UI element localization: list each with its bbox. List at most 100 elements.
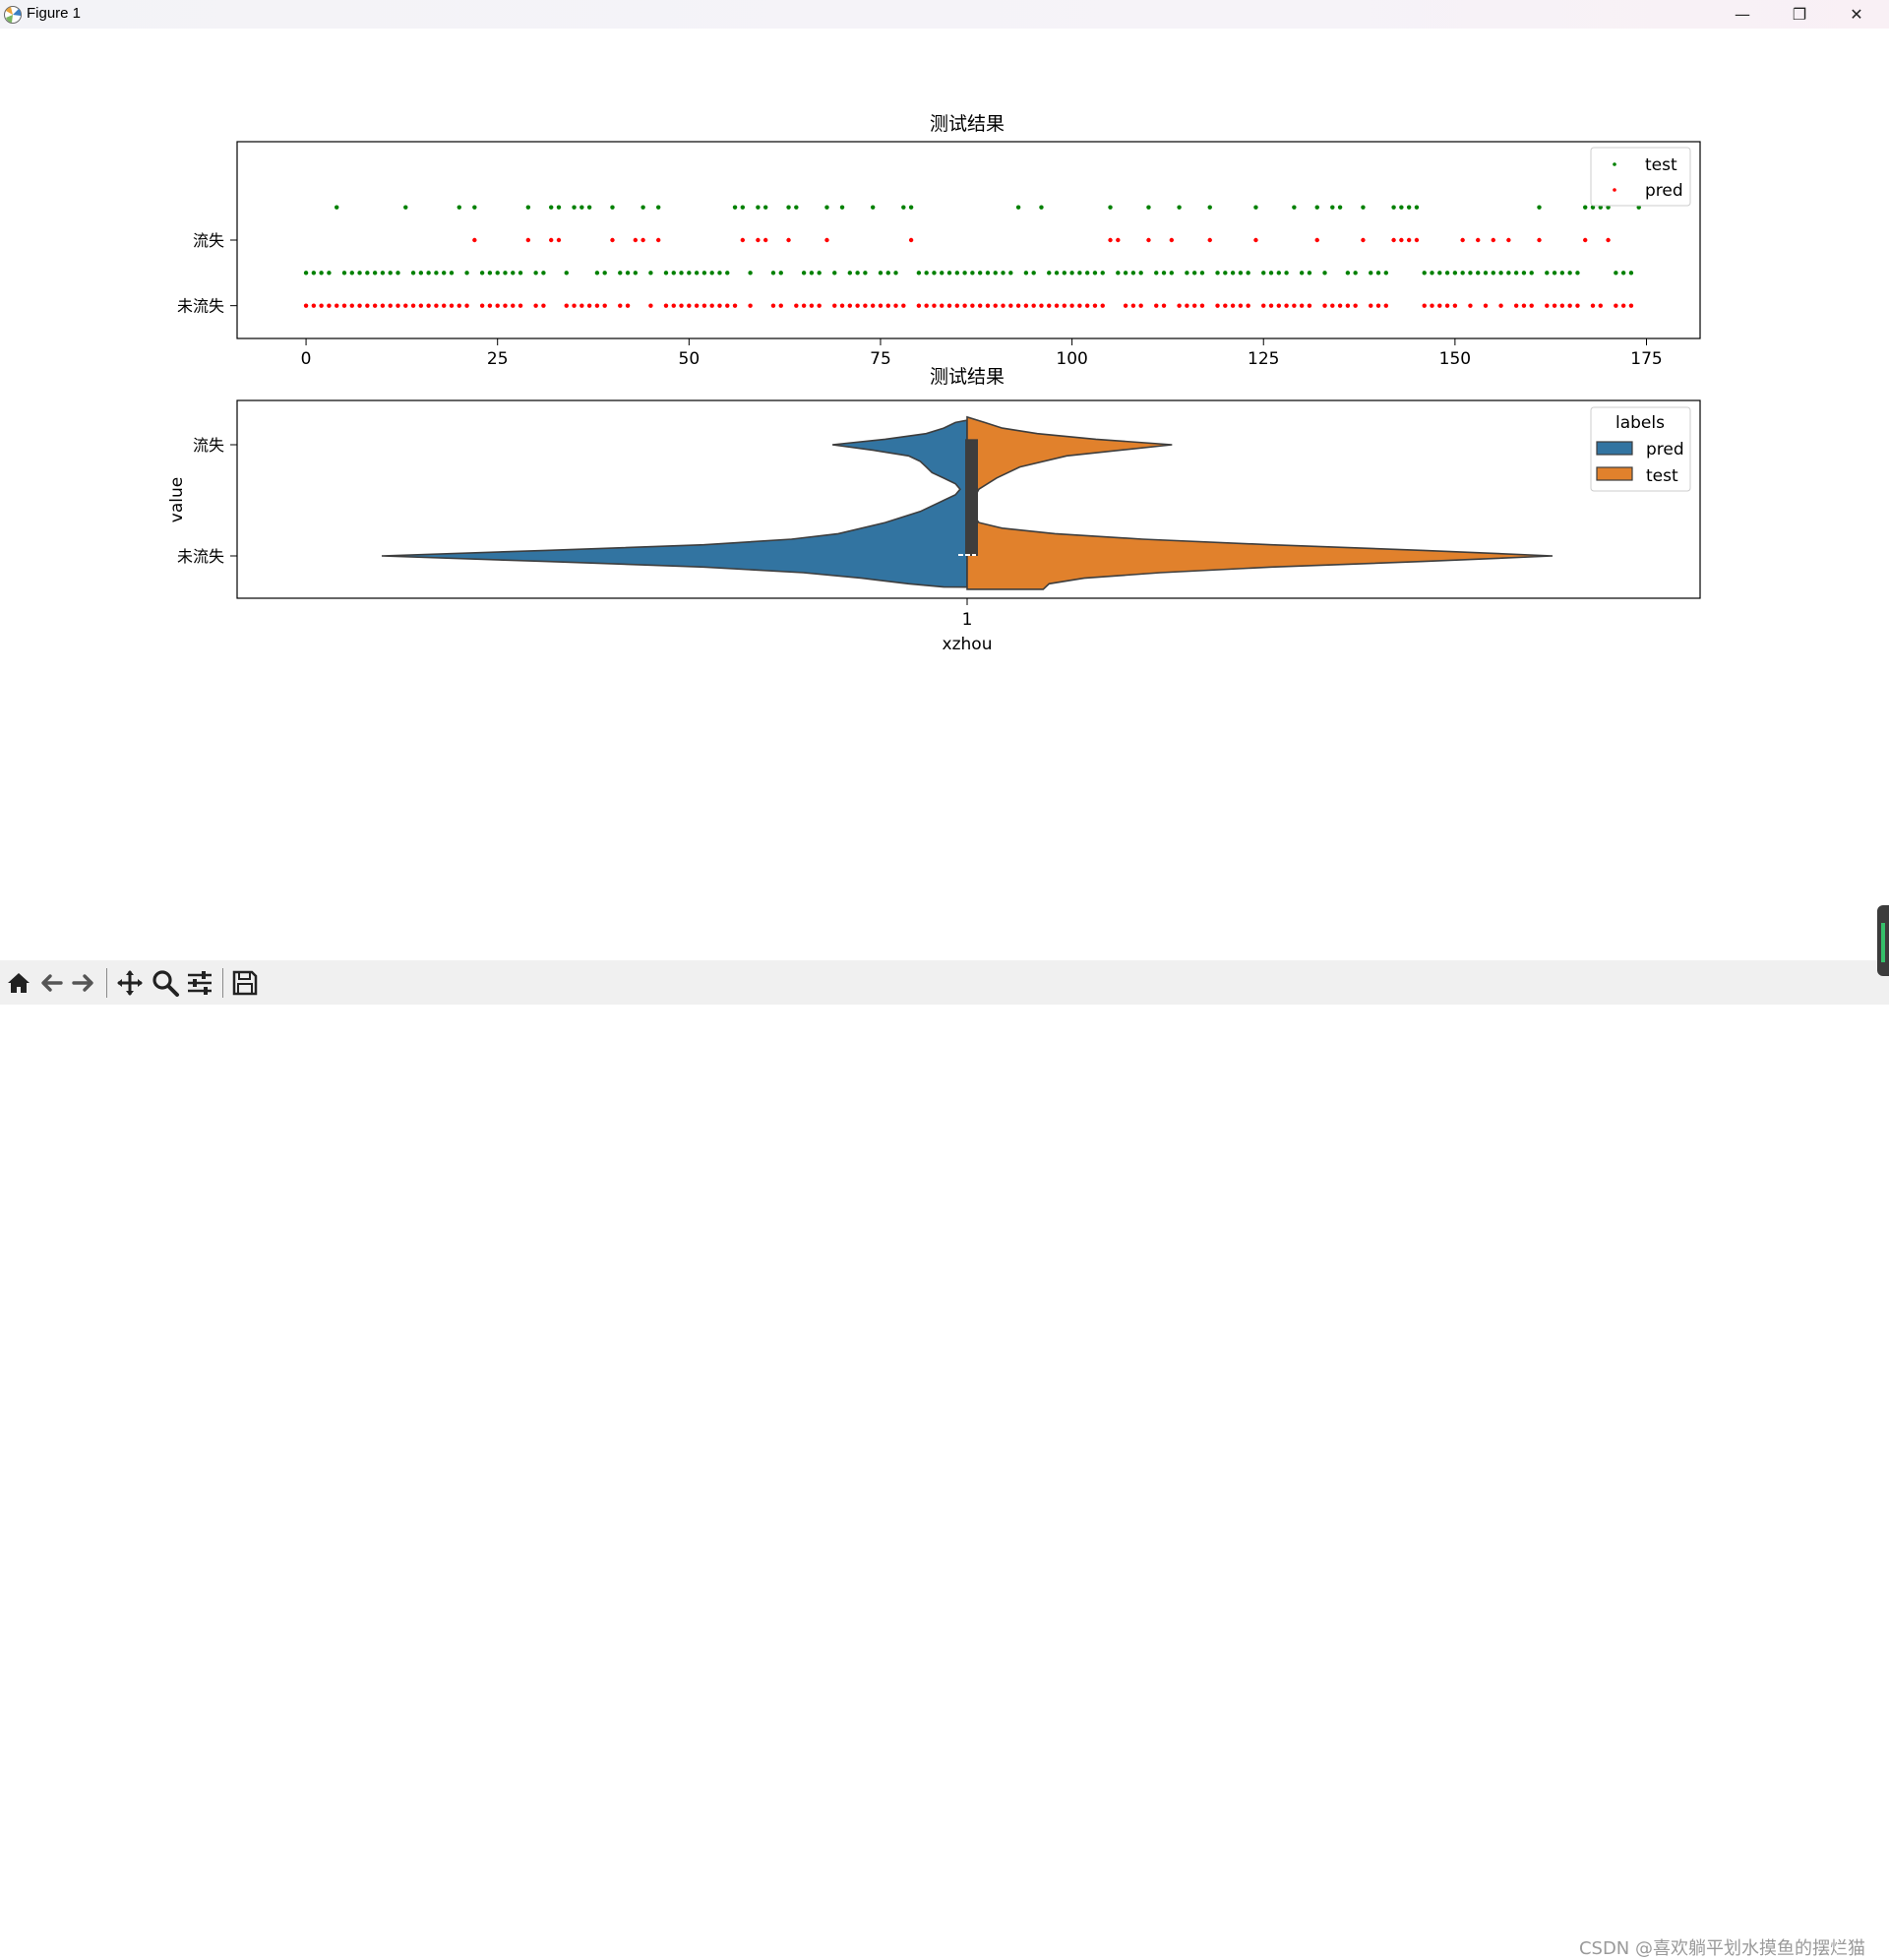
point-test xyxy=(1345,271,1351,276)
point-test xyxy=(694,271,700,276)
point-pred xyxy=(1614,303,1618,308)
point-pred xyxy=(794,303,799,308)
side-widget[interactable] xyxy=(1877,905,1889,976)
point-test xyxy=(449,271,455,276)
point-pred xyxy=(1430,303,1434,308)
point-pred xyxy=(594,303,600,308)
point-test xyxy=(594,271,600,276)
point-test xyxy=(855,271,860,276)
zoom-icon[interactable] xyxy=(151,968,180,998)
point-pred xyxy=(586,303,592,308)
point-pred xyxy=(1422,303,1427,308)
save-icon[interactable] xyxy=(230,968,260,998)
point-pred xyxy=(762,237,768,243)
point-pred xyxy=(457,303,461,308)
point-test xyxy=(525,205,531,210)
point-pred xyxy=(1123,303,1128,308)
figure-canvas[interactable]: 测试结果 0 25 50 75 100 125 150 175 未流失 流失 test pred… xyxy=(0,29,1889,960)
x-tick-label: 150 xyxy=(1439,349,1471,369)
point-pred xyxy=(1268,303,1274,308)
point-pred xyxy=(303,303,309,308)
point-pred xyxy=(319,303,324,308)
forward-icon[interactable] xyxy=(69,968,98,998)
point-pred xyxy=(442,303,447,308)
point-test xyxy=(1545,271,1550,276)
maximize-button[interactable]: ❐ xyxy=(1792,5,1807,24)
point-pred xyxy=(1414,237,1420,243)
back-icon[interactable] xyxy=(36,968,66,998)
point-test xyxy=(464,271,469,276)
point-pred xyxy=(1015,303,1021,308)
home-icon[interactable] xyxy=(4,968,33,998)
point-pred xyxy=(602,303,607,308)
toolbar-separator xyxy=(106,968,107,998)
point-pred xyxy=(940,303,944,308)
legend-marker-test xyxy=(1613,162,1616,166)
point-pred xyxy=(518,303,523,308)
violin-y-tick-label-0: 未流失 xyxy=(177,547,224,566)
point-pred xyxy=(1023,303,1029,308)
point-pred xyxy=(1483,303,1489,308)
point-test xyxy=(564,271,569,276)
point-pred xyxy=(1238,303,1244,308)
point-test xyxy=(618,271,623,276)
minimize-button[interactable]: — xyxy=(1735,5,1750,24)
point-test xyxy=(1223,271,1228,276)
point-test xyxy=(533,271,538,276)
point-test xyxy=(472,205,477,210)
point-test xyxy=(1307,271,1312,276)
close-button[interactable]: ✕ xyxy=(1850,5,1863,24)
point-test xyxy=(1268,271,1274,276)
point-pred xyxy=(1001,303,1005,308)
point-test xyxy=(1015,205,1021,210)
point-pred xyxy=(694,303,700,308)
violin-legend-title: labels xyxy=(1615,413,1665,433)
point-pred xyxy=(962,303,967,308)
point-pred xyxy=(1223,303,1228,308)
point-pred xyxy=(985,303,991,308)
point-test xyxy=(977,271,983,276)
point-test xyxy=(418,271,424,276)
point-test xyxy=(985,271,991,276)
x-tick-label: 125 xyxy=(1248,349,1279,369)
point-pred xyxy=(878,303,884,308)
scatter-title: 测试结果 xyxy=(930,113,1005,135)
scatter-points xyxy=(303,205,1641,308)
point-pred xyxy=(908,237,914,243)
point-pred xyxy=(1299,303,1305,308)
point-pred xyxy=(1391,237,1396,243)
point-pred xyxy=(809,303,815,308)
point-pred xyxy=(410,303,416,308)
x-tick-label: 0 xyxy=(301,349,312,369)
point-test xyxy=(610,205,615,210)
point-pred xyxy=(1069,303,1074,308)
point-pred xyxy=(1628,303,1634,308)
violin-x-tick-label: 1 xyxy=(962,610,973,630)
configure-subplots-icon[interactable] xyxy=(185,968,214,998)
point-test xyxy=(625,271,631,276)
point-pred xyxy=(740,237,746,243)
point-test xyxy=(1575,271,1580,276)
point-test xyxy=(1513,271,1519,276)
point-pred xyxy=(756,237,761,243)
point-test xyxy=(1207,205,1212,210)
point-test xyxy=(1177,205,1182,210)
y-tick-label: 未流失 xyxy=(177,297,224,316)
point-test xyxy=(748,271,753,276)
point-pred xyxy=(1590,303,1596,308)
point-pred xyxy=(1185,303,1189,308)
point-pred xyxy=(786,237,791,243)
point-test xyxy=(901,205,906,210)
point-test xyxy=(993,271,998,276)
point-pred xyxy=(1039,303,1044,308)
point-pred xyxy=(1468,303,1473,308)
pan-icon[interactable] xyxy=(115,968,145,998)
violin-legend-label-pred: pred xyxy=(1646,440,1684,459)
point-pred xyxy=(349,303,354,308)
point-pred xyxy=(464,303,469,308)
point-pred xyxy=(564,303,569,308)
point-test xyxy=(1116,271,1121,276)
point-test xyxy=(1529,271,1534,276)
point-test xyxy=(1590,205,1596,210)
x-tick-label: 100 xyxy=(1056,349,1087,369)
